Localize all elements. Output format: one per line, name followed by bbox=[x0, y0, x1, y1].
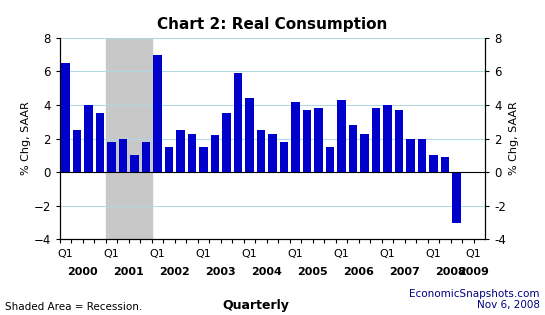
Bar bbox=[383, 105, 392, 172]
Bar bbox=[429, 155, 438, 172]
Bar bbox=[153, 54, 162, 172]
Text: Q1: Q1 bbox=[426, 249, 441, 259]
Bar bbox=[349, 125, 357, 172]
Text: Quarterly: Quarterly bbox=[223, 299, 289, 312]
Text: 2005: 2005 bbox=[298, 267, 328, 277]
Text: 2003: 2003 bbox=[205, 267, 236, 277]
Bar bbox=[96, 113, 105, 172]
Bar bbox=[188, 134, 196, 172]
Text: Q1: Q1 bbox=[196, 249, 211, 259]
Bar bbox=[62, 63, 70, 172]
Bar bbox=[245, 98, 254, 172]
Text: 2001: 2001 bbox=[113, 267, 144, 277]
Bar bbox=[417, 139, 426, 172]
Bar bbox=[257, 130, 265, 172]
Text: 2008: 2008 bbox=[435, 267, 466, 277]
Y-axis label: % Chg, SAAR: % Chg, SAAR bbox=[21, 102, 31, 175]
Bar bbox=[268, 134, 277, 172]
Text: Q1: Q1 bbox=[465, 249, 481, 259]
Bar bbox=[280, 142, 288, 172]
Bar bbox=[222, 113, 231, 172]
Bar bbox=[211, 135, 220, 172]
Bar bbox=[84, 105, 93, 172]
Text: Q1: Q1 bbox=[150, 249, 166, 259]
Bar bbox=[130, 155, 139, 172]
Bar bbox=[360, 134, 369, 172]
Text: Q1: Q1 bbox=[334, 249, 349, 259]
Bar bbox=[395, 110, 403, 172]
Text: Q1: Q1 bbox=[288, 249, 304, 259]
Y-axis label: % Chg, SAAR: % Chg, SAAR bbox=[508, 102, 519, 175]
Text: 2004: 2004 bbox=[251, 267, 282, 277]
Bar bbox=[302, 110, 311, 172]
Text: Shaded Area = Recession.: Shaded Area = Recession. bbox=[5, 302, 143, 312]
Bar bbox=[73, 130, 82, 172]
Bar bbox=[199, 147, 208, 172]
Bar bbox=[176, 130, 185, 172]
Text: 2009: 2009 bbox=[458, 267, 489, 277]
Bar bbox=[337, 100, 346, 172]
Text: Q1: Q1 bbox=[58, 249, 74, 259]
Bar bbox=[440, 157, 449, 172]
Bar bbox=[372, 108, 380, 172]
Bar bbox=[326, 147, 334, 172]
Text: 2002: 2002 bbox=[160, 267, 190, 277]
Text: 2007: 2007 bbox=[389, 267, 420, 277]
Bar bbox=[314, 108, 323, 172]
Text: Q1: Q1 bbox=[104, 249, 119, 259]
Bar bbox=[406, 139, 415, 172]
Bar bbox=[452, 172, 461, 223]
Text: Q1: Q1 bbox=[241, 249, 257, 259]
Bar bbox=[291, 102, 300, 172]
Bar bbox=[119, 139, 128, 172]
Bar bbox=[106, 38, 152, 239]
Text: EconomicSnapshots.com
Nov 6, 2008: EconomicSnapshots.com Nov 6, 2008 bbox=[409, 289, 540, 310]
Text: 2000: 2000 bbox=[68, 267, 98, 277]
Text: 2006: 2006 bbox=[343, 267, 374, 277]
Bar bbox=[107, 142, 116, 172]
Bar bbox=[234, 73, 243, 172]
Bar bbox=[142, 142, 150, 172]
Text: Q1: Q1 bbox=[379, 249, 395, 259]
Bar bbox=[165, 147, 173, 172]
Title: Chart 2: Real Consumption: Chart 2: Real Consumption bbox=[158, 17, 387, 32]
